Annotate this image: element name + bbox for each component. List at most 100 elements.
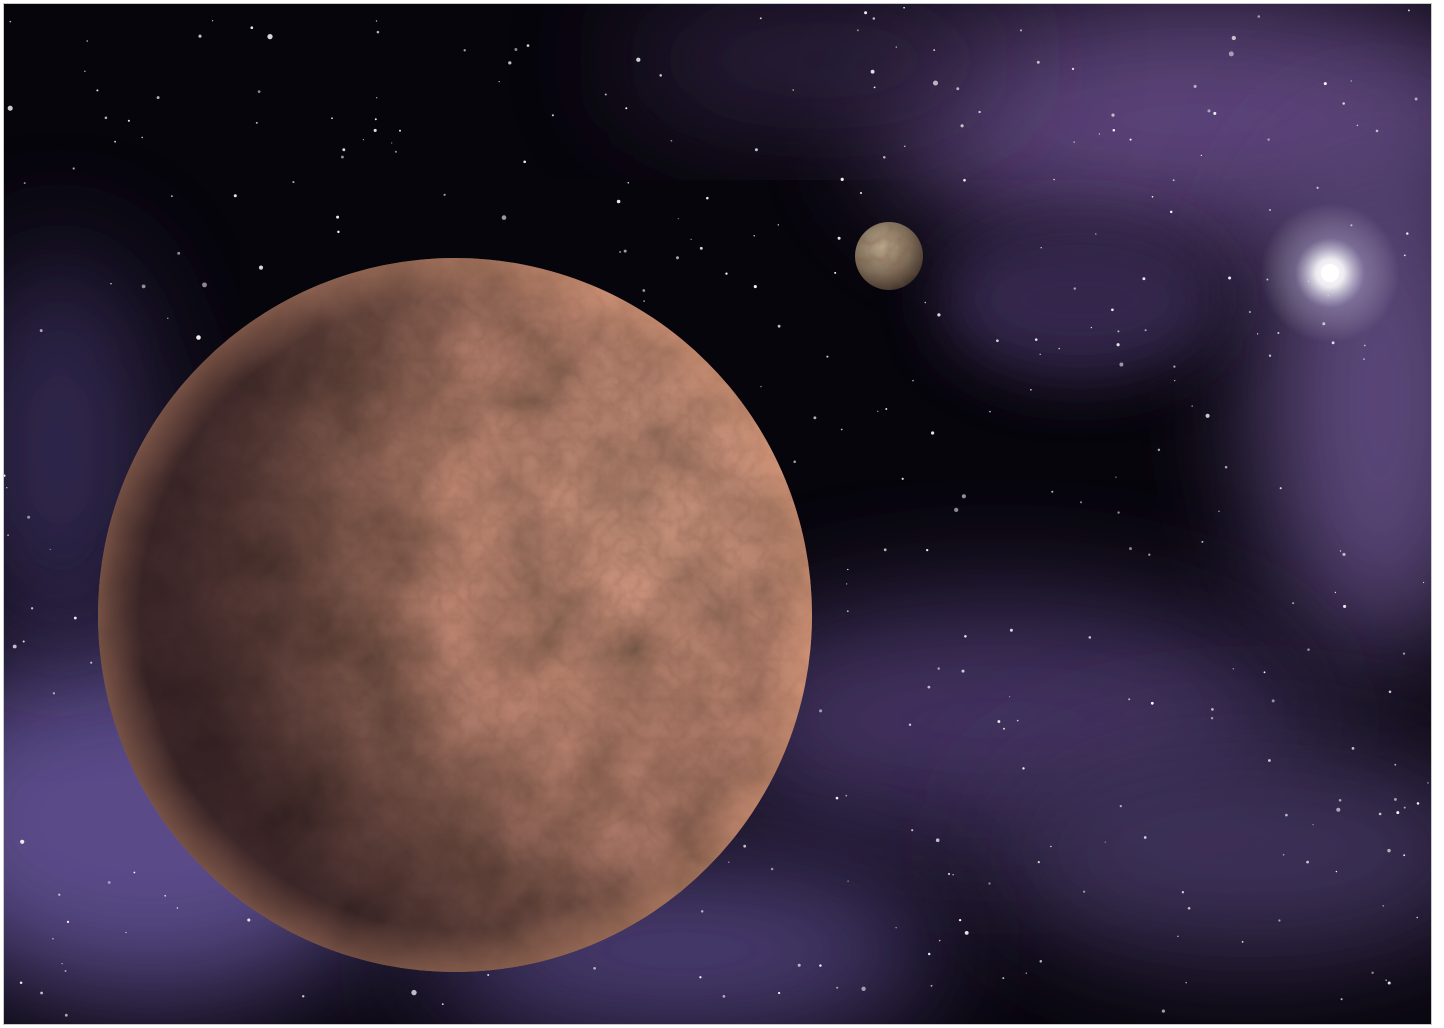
star (777, 224, 779, 226)
star (935, 838, 940, 843)
star (141, 284, 146, 289)
star (835, 796, 839, 800)
star (1382, 904, 1385, 907)
star (156, 96, 160, 100)
star (1231, 35, 1236, 41)
star (901, 477, 904, 480)
star (337, 230, 340, 234)
star (728, 861, 730, 863)
star (167, 317, 169, 319)
planet-rim (98, 258, 812, 972)
star (753, 235, 755, 237)
star (1129, 547, 1132, 551)
star (1191, 405, 1193, 407)
star (1387, 848, 1391, 853)
star (699, 246, 703, 250)
star (1002, 727, 1006, 730)
star (340, 155, 344, 159)
star (1098, 133, 1101, 135)
star (1292, 602, 1295, 605)
star (394, 150, 397, 153)
nebula-cloud (940, 220, 1220, 380)
star (1201, 540, 1204, 543)
star (988, 882, 991, 885)
star (1053, 178, 1055, 181)
star (911, 829, 914, 832)
star (872, 17, 876, 20)
star (1088, 636, 1092, 639)
star (1200, 154, 1203, 157)
star (1228, 276, 1232, 280)
star (523, 160, 527, 164)
star (84, 70, 86, 73)
star (659, 74, 662, 77)
star (927, 685, 931, 689)
star (376, 30, 380, 34)
star (1039, 960, 1043, 963)
star (64, 1013, 68, 1017)
star (1111, 308, 1114, 312)
star (1040, 247, 1042, 249)
star (627, 182, 630, 184)
star (125, 931, 127, 934)
star (964, 930, 969, 935)
star (1416, 802, 1420, 805)
star (373, 128, 377, 132)
star (1079, 501, 1083, 504)
star (336, 215, 340, 219)
star (956, 87, 960, 91)
star (255, 121, 258, 124)
star (114, 140, 116, 143)
star (777, 324, 781, 328)
star (1403, 806, 1406, 809)
star (904, 145, 906, 147)
star (895, 46, 897, 48)
star (110, 283, 112, 285)
star (258, 265, 264, 270)
star (1073, 141, 1076, 143)
star (1396, 811, 1400, 815)
star (642, 289, 646, 292)
star (1008, 696, 1011, 698)
star (1335, 870, 1338, 873)
star (1111, 113, 1115, 117)
star (1210, 717, 1214, 720)
star (989, 410, 991, 413)
star (141, 136, 143, 139)
star (924, 301, 927, 304)
star (501, 215, 507, 220)
star (643, 300, 645, 302)
star (52, 937, 54, 940)
star (7, 534, 10, 537)
star (58, 893, 61, 896)
star (1248, 310, 1252, 314)
star (1268, 354, 1272, 357)
star (840, 428, 843, 431)
star (1268, 759, 1271, 762)
star (932, 80, 939, 86)
star (1371, 971, 1374, 974)
star (441, 1003, 444, 1006)
star (177, 251, 181, 255)
star (104, 116, 108, 120)
star (1393, 797, 1397, 801)
star (883, 548, 887, 552)
star (1071, 67, 1075, 71)
star (90, 661, 93, 664)
star (1025, 972, 1028, 974)
star (625, 107, 628, 110)
star (1104, 841, 1106, 843)
star (937, 667, 940, 670)
star (1030, 388, 1032, 391)
star (1157, 448, 1161, 452)
star (1002, 977, 1005, 980)
star (759, 17, 762, 20)
star (677, 218, 679, 220)
star (27, 515, 31, 519)
star (292, 181, 295, 184)
star (443, 193, 446, 196)
star (196, 335, 201, 340)
star (1115, 476, 1117, 478)
star (1224, 465, 1228, 469)
